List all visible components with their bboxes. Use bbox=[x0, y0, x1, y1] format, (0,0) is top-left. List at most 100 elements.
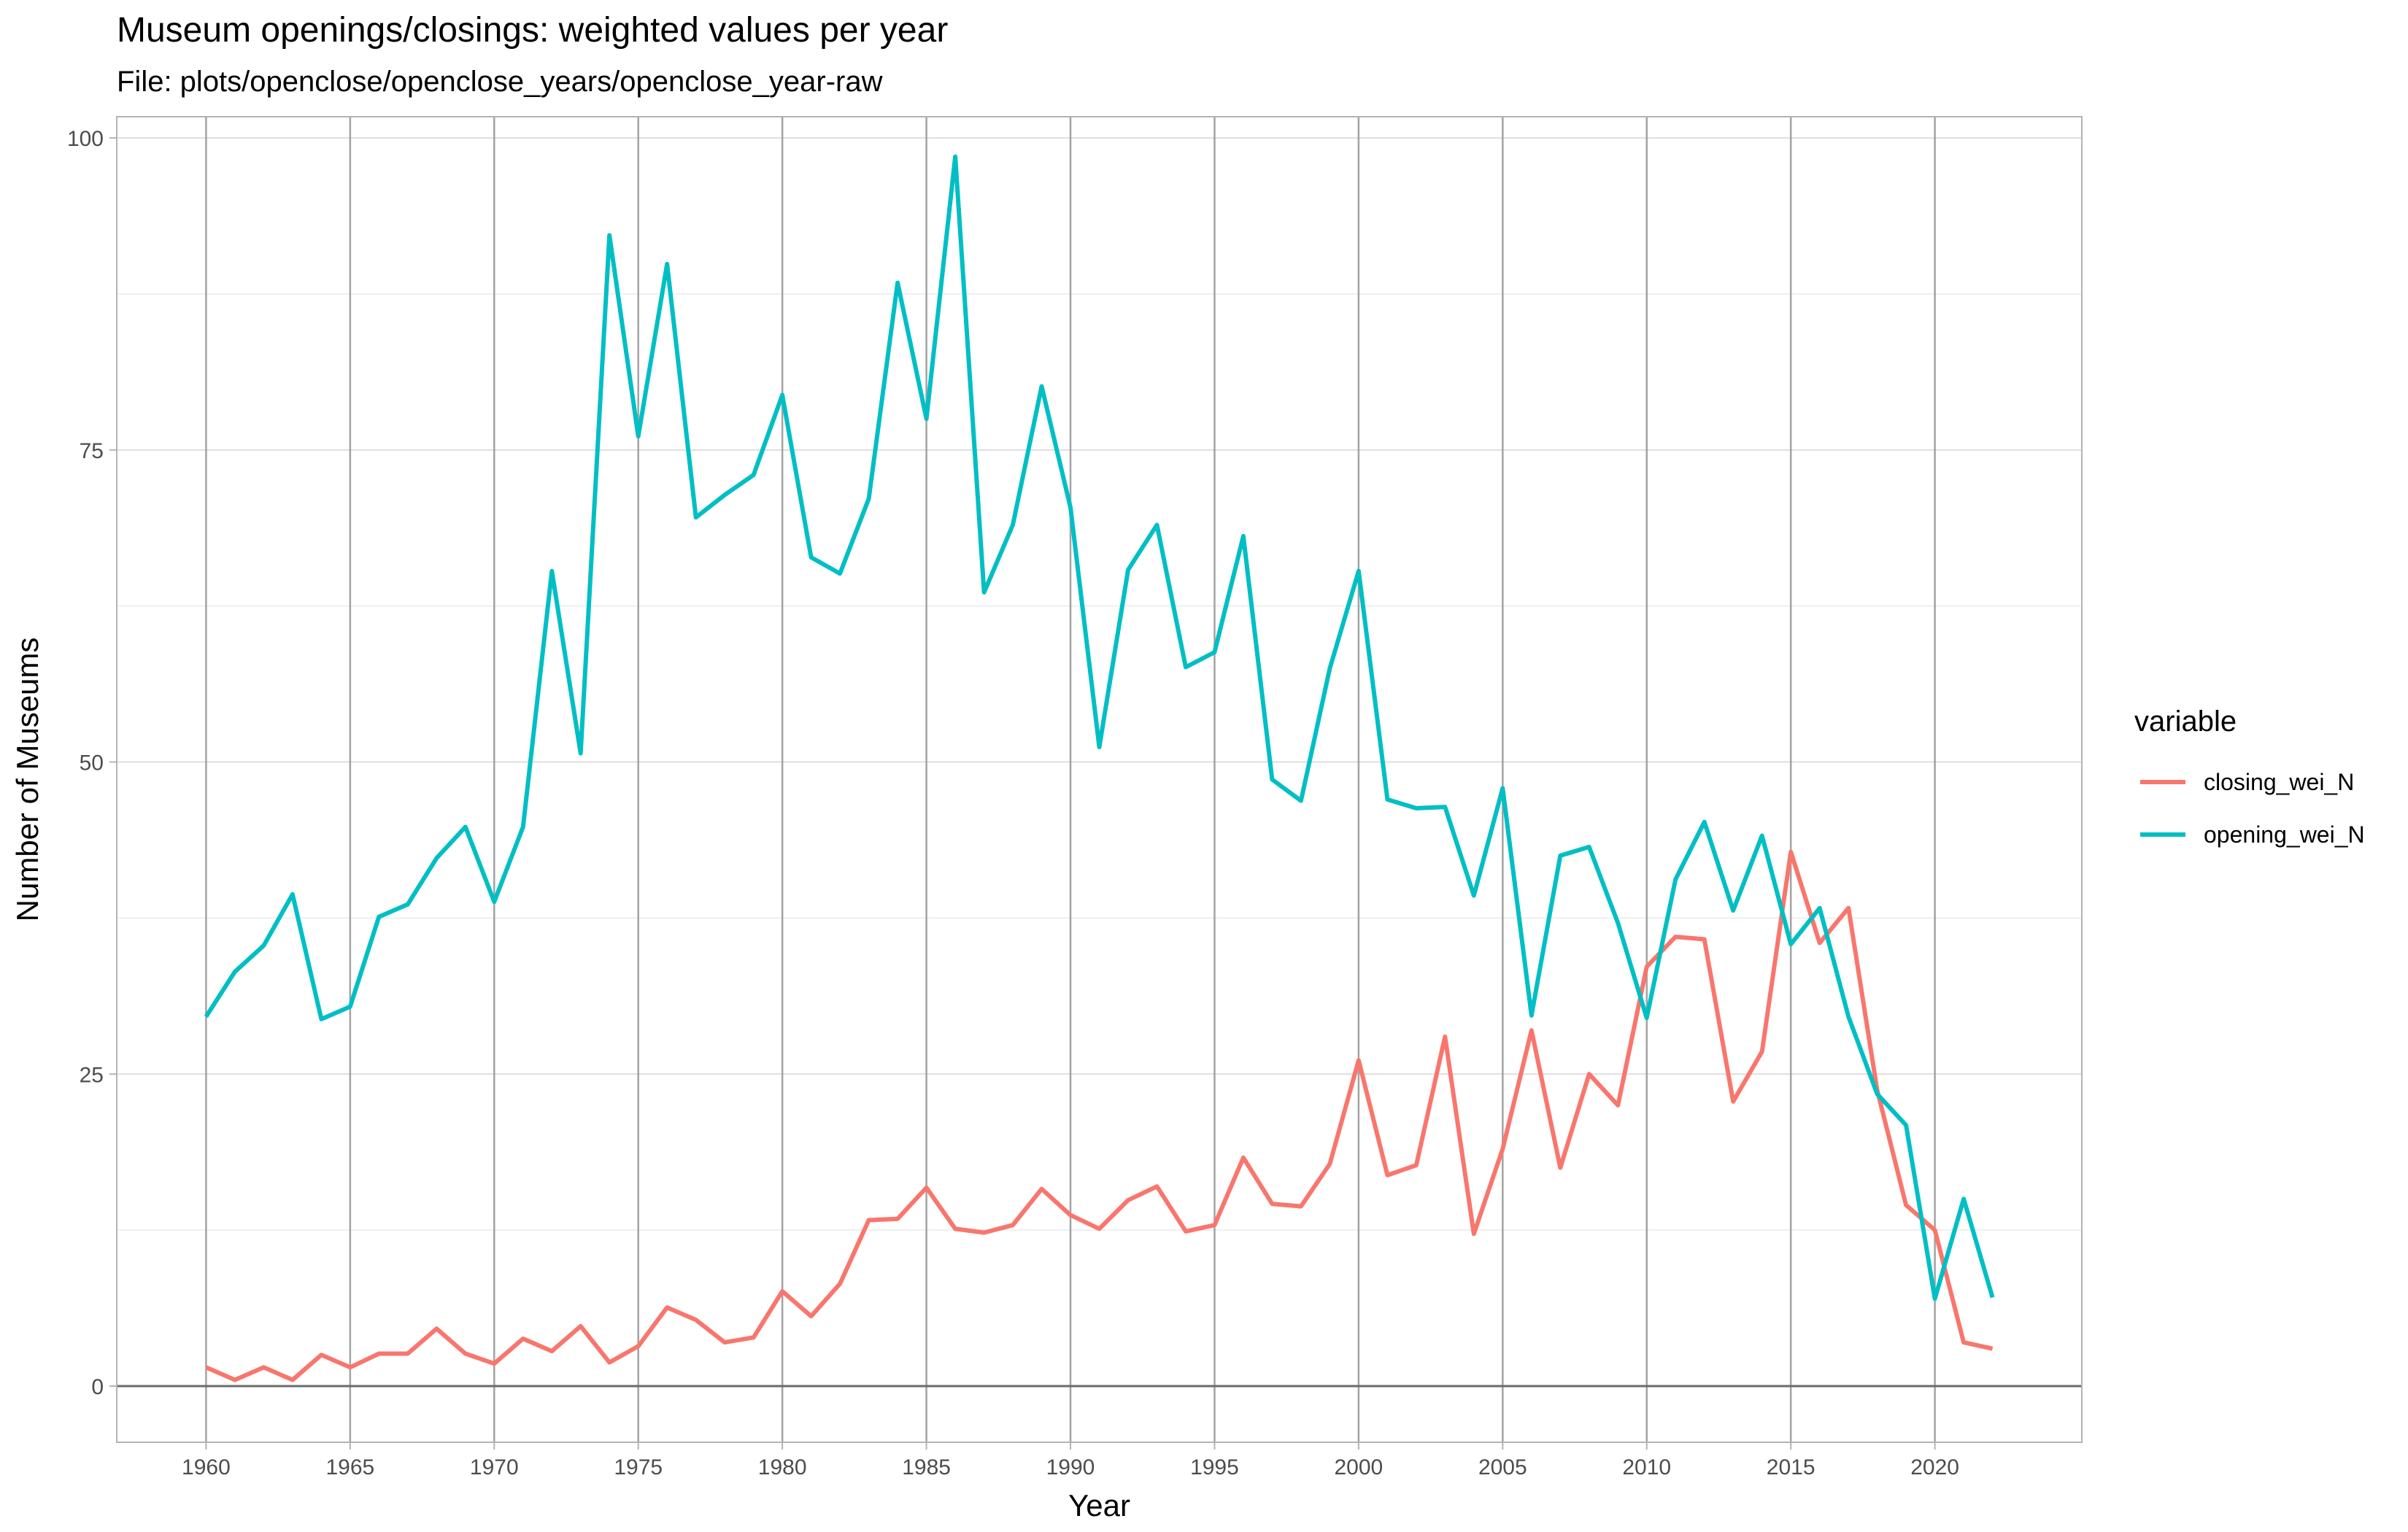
data-point-opening-wei-n bbox=[204, 1015, 208, 1019]
data-point-closing-wei-n bbox=[925, 1185, 929, 1190]
data-point-closing-wei-n bbox=[1961, 1340, 1966, 1345]
data-point-closing-wei-n bbox=[1587, 1072, 1591, 1076]
x-tick-label: 1965 bbox=[325, 1455, 374, 1479]
data-point-closing-wei-n bbox=[1414, 1163, 1419, 1167]
data-point-opening-wei-n bbox=[1645, 1015, 1649, 1020]
data-point-opening-wei-n bbox=[1270, 778, 1274, 782]
data-point-opening-wei-n bbox=[925, 417, 929, 421]
data-point-opening-wei-n bbox=[982, 590, 987, 595]
data-point-opening-wei-n bbox=[406, 902, 410, 907]
x-tick-label: 1970 bbox=[470, 1455, 519, 1479]
data-point-closing-wei-n bbox=[1991, 1347, 1995, 1351]
x-tick-label: 1990 bbox=[1046, 1455, 1095, 1479]
data-point-closing-wei-n bbox=[406, 1352, 410, 1356]
data-point-closing-wei-n bbox=[607, 1361, 611, 1365]
data-point-closing-wei-n bbox=[1472, 1231, 1476, 1236]
data-point-closing-wei-n bbox=[1443, 1034, 1447, 1039]
data-point-opening-wei-n bbox=[1155, 523, 1159, 527]
chart-subtitle: File: plots/openclose/openclose_years/op… bbox=[117, 66, 883, 98]
data-point-opening-wei-n bbox=[665, 262, 669, 266]
x-axis-title: Year bbox=[1068, 1488, 1130, 1523]
data-point-opening-wei-n bbox=[895, 281, 900, 285]
data-point-opening-wei-n bbox=[1212, 650, 1216, 654]
data-point-closing-wei-n bbox=[636, 1344, 641, 1348]
y-tick-label: 75 bbox=[80, 439, 104, 463]
data-point-opening-wei-n bbox=[290, 892, 295, 897]
data-point-closing-wei-n bbox=[1529, 1028, 1534, 1032]
data-point-opening-wei-n bbox=[1385, 797, 1389, 802]
data-point-opening-wei-n bbox=[1241, 534, 1246, 538]
data-point-opening-wei-n bbox=[1961, 1196, 1966, 1201]
legend-label-opening-wei-n: opening_wei_N bbox=[2204, 821, 2365, 848]
data-point-opening-wei-n bbox=[1991, 1296, 1995, 1300]
data-point-opening-wei-n bbox=[1040, 384, 1044, 389]
data-point-opening-wei-n bbox=[953, 155, 957, 159]
data-point-opening-wei-n bbox=[579, 751, 583, 756]
data-point-closing-wei-n bbox=[1270, 1202, 1274, 1206]
data-point-opening-wei-n bbox=[1443, 805, 1447, 809]
data-point-opening-wei-n bbox=[1097, 745, 1102, 749]
data-point-closing-wei-n bbox=[521, 1336, 525, 1341]
y-tick-label: 100 bbox=[67, 127, 104, 151]
plot-panel-border bbox=[116, 116, 2083, 1443]
data-point-closing-wei-n bbox=[953, 1226, 957, 1231]
x-tick-label: 2005 bbox=[1478, 1455, 1527, 1479]
data-point-closing-wei-n bbox=[1357, 1059, 1361, 1063]
data-point-closing-wei-n bbox=[1299, 1204, 1303, 1209]
data-point-closing-wei-n bbox=[348, 1365, 352, 1369]
data-point-opening-wei-n bbox=[1068, 506, 1073, 510]
x-tick-label: 1975 bbox=[614, 1455, 663, 1479]
data-point-opening-wei-n bbox=[233, 970, 237, 974]
data-point-opening-wei-n bbox=[809, 555, 814, 560]
x-tick-label: 2010 bbox=[1622, 1455, 1671, 1479]
data-point-closing-wei-n bbox=[463, 1352, 468, 1356]
data-point-closing-wei-n bbox=[1673, 935, 1678, 939]
x-tick-label: 1995 bbox=[1190, 1455, 1239, 1479]
data-point-closing-wei-n bbox=[1760, 1050, 1764, 1054]
data-point-closing-wei-n bbox=[1155, 1184, 1159, 1188]
data-point-closing-wei-n bbox=[1385, 1173, 1389, 1177]
data-point-closing-wei-n bbox=[895, 1217, 900, 1221]
data-point-opening-wei-n bbox=[1299, 799, 1303, 803]
legend: variable closing_wei_N opening_wei_N bbox=[2134, 705, 2365, 848]
data-point-opening-wei-n bbox=[838, 571, 842, 576]
data-point-opening-wei-n bbox=[1184, 665, 1188, 670]
data-point-closing-wei-n bbox=[1011, 1223, 1015, 1227]
data-point-opening-wei-n bbox=[492, 900, 496, 904]
data-point-closing-wei-n bbox=[1184, 1229, 1188, 1234]
data-point-opening-wei-n bbox=[867, 497, 871, 501]
y-tick-label: 25 bbox=[80, 1063, 104, 1087]
y-axis-ticks: 0 25 50 75 100 bbox=[67, 127, 117, 1399]
legend-title: variable bbox=[2134, 705, 2237, 738]
data-point-opening-wei-n bbox=[1846, 1015, 1851, 1019]
data-point-opening-wei-n bbox=[463, 825, 468, 829]
data-point-closing-wei-n bbox=[1212, 1223, 1216, 1227]
data-point-closing-wei-n bbox=[492, 1361, 496, 1366]
data-point-opening-wei-n bbox=[377, 915, 381, 919]
x-tick-label: 1985 bbox=[902, 1455, 951, 1479]
data-point-closing-wei-n bbox=[752, 1335, 756, 1339]
y-tick-label: 0 bbox=[91, 1375, 104, 1399]
data-point-closing-wei-n bbox=[1068, 1213, 1073, 1218]
data-point-opening-wei-n bbox=[1327, 666, 1332, 670]
data-point-closing-wei-n bbox=[1241, 1156, 1246, 1160]
data-point-closing-wei-n bbox=[982, 1231, 987, 1235]
data-point-closing-wei-n bbox=[377, 1352, 381, 1356]
legend-label-closing-wei-n: closing_wei_N bbox=[2204, 769, 2354, 795]
data-point-closing-wei-n bbox=[579, 1324, 583, 1328]
x-tick-label: 1960 bbox=[182, 1455, 231, 1479]
data-point-closing-wei-n bbox=[838, 1282, 842, 1286]
data-point-opening-wei-n bbox=[1904, 1123, 1908, 1127]
data-point-opening-wei-n bbox=[261, 943, 266, 948]
data-point-closing-wei-n bbox=[1327, 1162, 1332, 1167]
data-point-closing-wei-n bbox=[780, 1289, 784, 1293]
data-point-closing-wei-n bbox=[1933, 1228, 1937, 1232]
data-point-closing-wei-n bbox=[1616, 1103, 1620, 1107]
data-point-opening-wei-n bbox=[607, 233, 611, 238]
data-point-closing-wei-n bbox=[1818, 941, 1822, 945]
data-point-closing-wei-n bbox=[1558, 1166, 1562, 1170]
x-tick-label: 2000 bbox=[1335, 1455, 1384, 1479]
chart-title: Museum openings/closings: weighted value… bbox=[117, 11, 949, 50]
data-point-opening-wei-n bbox=[722, 492, 727, 497]
